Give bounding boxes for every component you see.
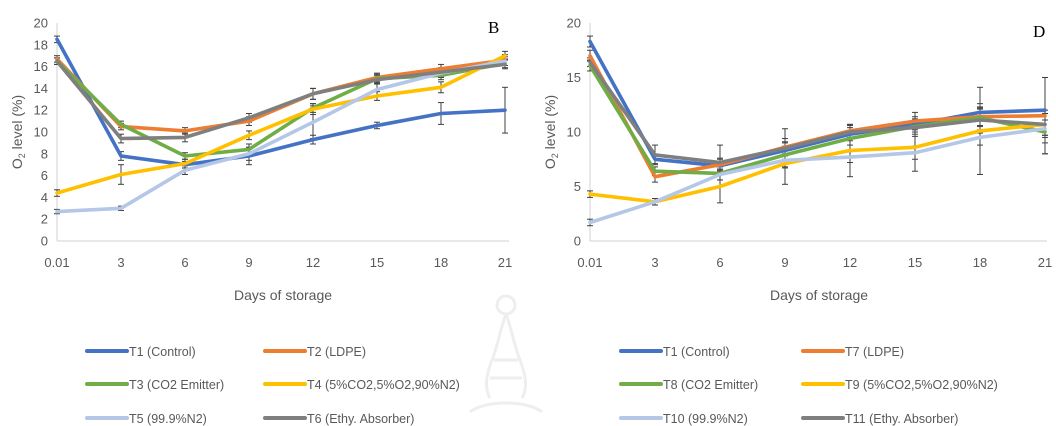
x-tick-label: 18	[434, 255, 448, 270]
x-tick-label: 15	[908, 255, 922, 270]
legend-label: T1 (Control)	[663, 345, 730, 359]
legend-label: T3 (CO2 Emitter)	[129, 378, 224, 392]
x-tick-label: 0.01	[44, 255, 69, 270]
legend-label: T9 (5%CO2,5%O2,90%N2)	[845, 378, 998, 392]
chart-panel-d: D 0 5 10 15 20 0.01 3 6 9 12 15 18 21 Days of stora…	[542, 16, 1052, 426]
x-tick-label: 21	[1038, 255, 1052, 270]
legend-label: T10 (99.9%N2)	[663, 412, 748, 426]
watermark-logo	[469, 294, 543, 414]
series-line-2	[55, 57, 507, 133]
legend-item: T4 (5%CO2,5%O2,90%N2)	[263, 378, 460, 392]
y-tick-labels: 0 2 4 6 8 10 12 14 16 18 20	[34, 16, 48, 249]
y-tick-label: 20	[34, 16, 48, 31]
y-tick-label: 2	[41, 212, 48, 227]
series-line-4	[588, 122, 1047, 204]
series-line-4	[55, 53, 507, 195]
x-tick-label: 6	[181, 255, 188, 270]
y-tick-label: 16	[34, 59, 48, 74]
y-tick-label: 4	[41, 190, 48, 205]
x-tick-label: 21	[498, 255, 512, 270]
panel-label: D	[1033, 22, 1045, 41]
y-tick-label: 20	[567, 16, 581, 31]
y-tick-label: 10	[567, 125, 581, 140]
y-tick-label: 15	[567, 70, 581, 85]
x-tick-labels: 0.01 3 6 9 12 15 18 21	[44, 255, 512, 270]
y-tick-label: 18	[34, 37, 48, 52]
series-line-6	[588, 60, 1047, 165]
legend-item: T1 (Control)	[85, 345, 196, 359]
series-line-1	[588, 39, 1047, 168]
y-axis-title: O2 level (%)	[542, 95, 560, 169]
series-lines	[55, 37, 507, 214]
legend-item: T10 (99.9%N2)	[619, 412, 748, 426]
series-line-5	[588, 126, 1047, 225]
series-line-5	[55, 59, 507, 214]
x-tick-label: 3	[651, 255, 658, 270]
y-tick-label: 10	[34, 125, 48, 140]
x-tick-label: 12	[843, 255, 857, 270]
legend-label: T1 (Control)	[129, 345, 196, 359]
legend-item: T5 (99.9%N2)	[85, 412, 207, 426]
legend-item: T3 (CO2 Emitter)	[85, 378, 224, 392]
y-tick-labels: 0 5 10 15 20	[567, 16, 581, 249]
legend-label: T6 (Ethy. Absorber)	[307, 412, 414, 426]
y-tick-label: 14	[34, 81, 48, 96]
series-line-6	[55, 59, 507, 141]
legend: T1 (Control) T7 (LDPE) T8 (CO2 Emitter) T9 …	[619, 345, 998, 426]
y-tick-label: 0	[574, 234, 581, 249]
legend-label: T7 (LDPE)	[845, 345, 904, 359]
legend: T1 (Control) T2 (LDPE) T3 (CO2 Emitter) T4 …	[85, 345, 460, 426]
legend-item: T9 (5%CO2,5%O2,90%N2)	[801, 378, 998, 392]
x-tick-label: 0.01	[577, 255, 602, 270]
y-tick-label: 12	[34, 103, 48, 118]
x-tick-label: 15	[370, 255, 384, 270]
series-line-3	[588, 63, 1047, 176]
series-line-1	[55, 37, 507, 167]
x-tick-label: 9	[781, 255, 788, 270]
y-tick-label: 6	[41, 168, 48, 183]
x-tick-label: 9	[245, 255, 252, 270]
x-tick-label: 18	[973, 255, 987, 270]
x-axis-title: Days of storage	[770, 287, 868, 303]
y-tick-label: 8	[41, 146, 48, 161]
legend-label: T8 (CO2 Emitter)	[663, 378, 758, 392]
legend-label: T11 (Ethy. Absorber)	[845, 412, 958, 426]
legend-label: T4 (5%CO2,5%O2,90%N2)	[307, 378, 460, 392]
legend-label: T5 (99.9%N2)	[129, 412, 207, 426]
x-tick-labels: 0.01 3 6 9 12 15 18 21	[577, 255, 1052, 270]
y-tick-label: 0	[41, 234, 48, 249]
legend-item: T6 (Ethy. Absorber)	[263, 412, 414, 426]
x-tick-label: 12	[306, 255, 320, 270]
x-tick-label: 3	[117, 255, 124, 270]
legend-item: T11 (Ethy. Absorber)	[801, 412, 958, 426]
panel-label: B	[488, 18, 499, 37]
legend-label: T2 (LDPE)	[307, 345, 366, 359]
chart-panel-b: B 0 2 4 6 8 10 12 14 16 18 20 0.01 3 6 9 12 15 18 21 Days…	[9, 16, 512, 426]
x-axis-title: Days of storage	[234, 287, 332, 303]
y-tick-label: 5	[574, 179, 581, 194]
legend-item: T8 (CO2 Emitter)	[619, 378, 758, 392]
series-lines	[588, 39, 1047, 225]
legend-item: T1 (Control)	[619, 345, 730, 359]
legend-item: T7 (LDPE)	[801, 345, 904, 359]
legend-item: T2 (LDPE)	[263, 345, 366, 359]
y-axis-title: O2 level (%)	[9, 95, 27, 169]
x-tick-label: 6	[716, 255, 723, 270]
